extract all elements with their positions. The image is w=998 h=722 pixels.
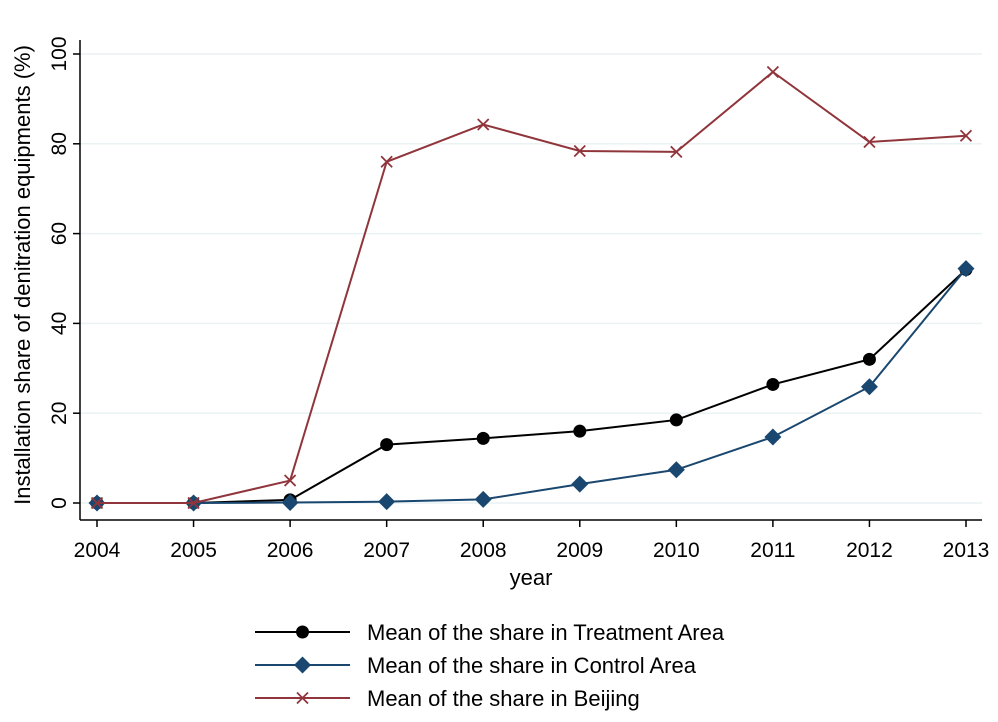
data-point [959,129,973,142]
legend-item: Mean of the share in Treatment Area [255,620,725,645]
x-tick-label: 2007 [363,539,410,562]
x-tick-label: 2010 [653,539,700,562]
data-point [669,413,683,427]
series-line [97,267,967,504]
legend-item: Mean of the share in Control Area [255,653,697,678]
y-tick-label: 40 [48,312,71,335]
data-point [476,431,490,445]
legend-label: Mean of the share in Control Area [367,653,697,678]
series-1 [88,260,975,512]
x-tick-label: 2005 [170,539,217,562]
legend-label: Mean of the share in Beijing [367,686,640,711]
y-tick-label: 0 [48,497,71,509]
data-point [860,378,878,396]
legend-marker [294,656,311,674]
series-2 [90,65,973,510]
data-point [283,474,297,487]
data-point [766,377,780,391]
x-tick-label: 2013 [943,539,990,562]
data-point [380,155,393,168]
legend-label: Mean of the share in Treatment Area [367,620,725,645]
y-tick-label: 80 [48,132,71,155]
legend-marker [296,691,309,705]
data-point [863,135,876,149]
x-tick-label: 2009 [556,539,603,562]
legend-item: Mean of the share in Beijing [255,686,640,711]
y-axis-title: Installation share of denitration equipm… [10,45,35,505]
x-axis-title: year [510,565,553,590]
x-ticks: 2004 2005 2006 2007 2008 2009 2010 2011 2012 2013 [74,520,990,562]
series-line [97,70,967,504]
y-tick-label: 60 [48,222,71,245]
data-point [90,496,104,510]
x-tick-label: 2006 [267,539,314,562]
legend: Mean of the share in Treatment Area Mean … [255,620,725,711]
data-point [573,144,586,158]
data-point [667,461,685,479]
data-point [766,65,780,79]
legend-marker [296,625,309,639]
data-point [187,496,200,510]
data-point [474,490,492,508]
series [88,65,975,512]
data-point [380,438,394,452]
y-ticks: 0 20 40 60 80 100 [48,36,80,509]
x-tick-label: 2008 [460,539,507,562]
x-tick-label: 2011 [750,539,795,562]
data-point [281,494,299,512]
series-0 [90,263,973,510]
data-point [764,428,782,446]
data-point [477,118,490,131]
data-point [670,145,683,159]
data-point [957,260,975,278]
data-point [571,475,589,493]
data-point [862,352,876,366]
axes [79,40,982,521]
x-tick-label: 2004 [74,539,121,562]
y-tick-label: 100 [48,36,71,71]
series-line [97,268,967,504]
y-tick-label: 20 [48,402,71,425]
gridlines [80,53,982,504]
data-point [378,493,396,511]
data-point [573,424,587,438]
x-tick-label: 2012 [846,539,893,562]
